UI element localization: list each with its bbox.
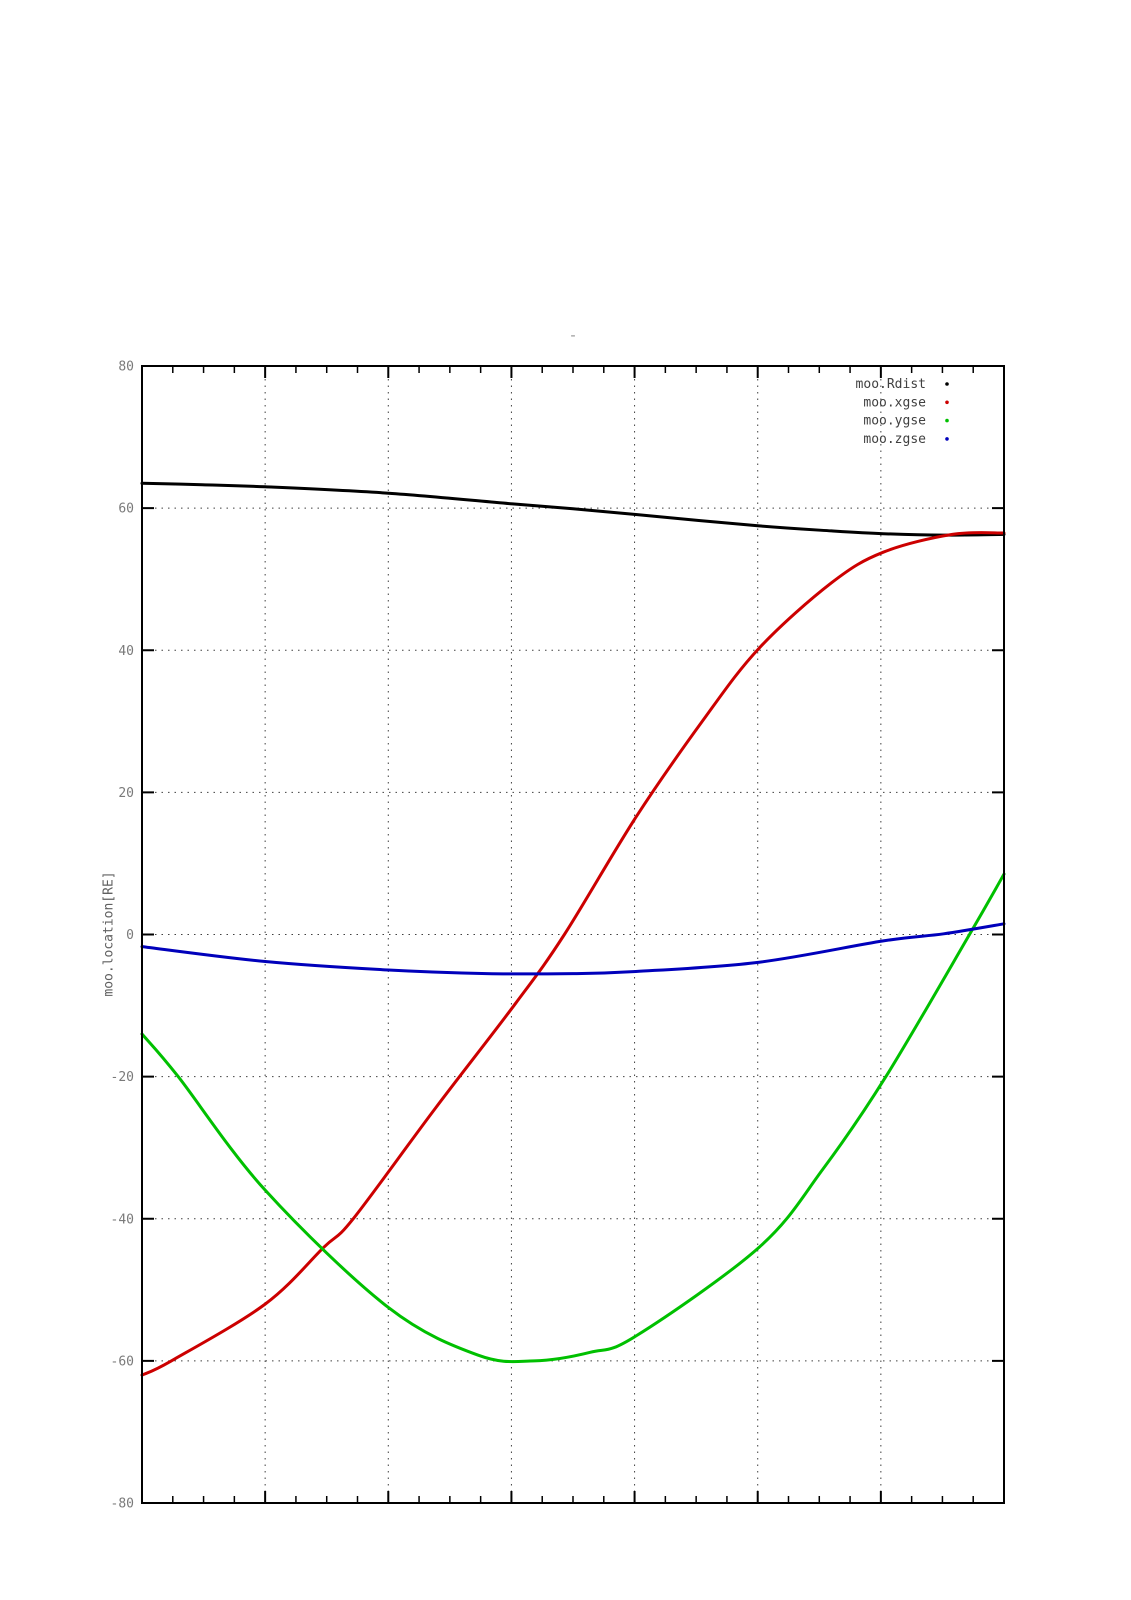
y-tick-label-40: 40 — [118, 644, 134, 659]
y-tick-label-0: 0 — [126, 928, 134, 943]
y-tick-label--80: -80 — [111, 1497, 134, 1512]
series-line-moo.Rdist — [140, 481, 1006, 537]
y-tick-label-20: 20 — [118, 786, 134, 801]
y-tick-label-60: 60 — [118, 502, 134, 517]
y-tick-label--40: -40 — [111, 1212, 134, 1227]
legend-marker-moo.ygse — [945, 418, 949, 423]
series-line-moo.zgse — [140, 922, 1006, 976]
series-line-moo.xgse — [140, 531, 1006, 1377]
legend-label-moo.xgse: moo.xgse — [863, 395, 926, 410]
legend-marker-moo.Rdist — [945, 382, 949, 386]
legend-label-moo.zgse: moo.zgse — [863, 432, 926, 447]
legend-marker-moo.xgse — [945, 400, 949, 405]
series-line-moo.ygse — [140, 872, 1006, 1364]
legend-label-moo.ygse: moo.ygse — [863, 414, 926, 429]
y-tick-label--20: -20 — [111, 1070, 134, 1085]
legend-marker-moo.zgse — [945, 437, 949, 441]
plot-title-marker: - — [568, 326, 578, 344]
y-tick-label--60: -60 — [111, 1354, 134, 1369]
y-tick-label-80: 80 — [118, 360, 134, 375]
legend-label-moo.Rdist: moo.Rdist — [856, 377, 926, 392]
plot-border — [141, 365, 1005, 1504]
